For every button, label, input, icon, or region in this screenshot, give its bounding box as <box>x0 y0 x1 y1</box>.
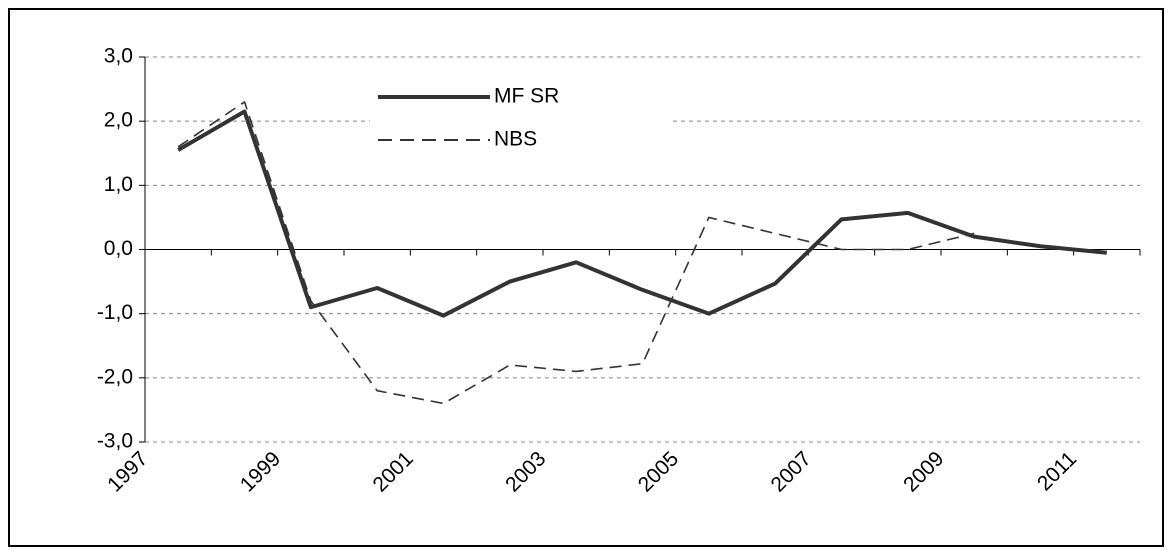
y-tick-label: -1,0 <box>97 301 133 324</box>
series-line <box>177 101 975 405</box>
y-tick-label: -3,0 <box>97 430 133 453</box>
y-tick-label: 1,0 <box>104 173 133 196</box>
legend-background <box>370 75 670 165</box>
series-line <box>177 109 1108 318</box>
y-tick-label: 2,0 <box>104 109 133 132</box>
legend-label: MF SR <box>494 85 559 108</box>
y-tick-label: -2,0 <box>97 365 133 388</box>
legend-label: NBS <box>494 128 537 151</box>
y-tick-label: 0,0 <box>104 237 133 260</box>
y-tick-label: 3,0 <box>104 45 133 68</box>
